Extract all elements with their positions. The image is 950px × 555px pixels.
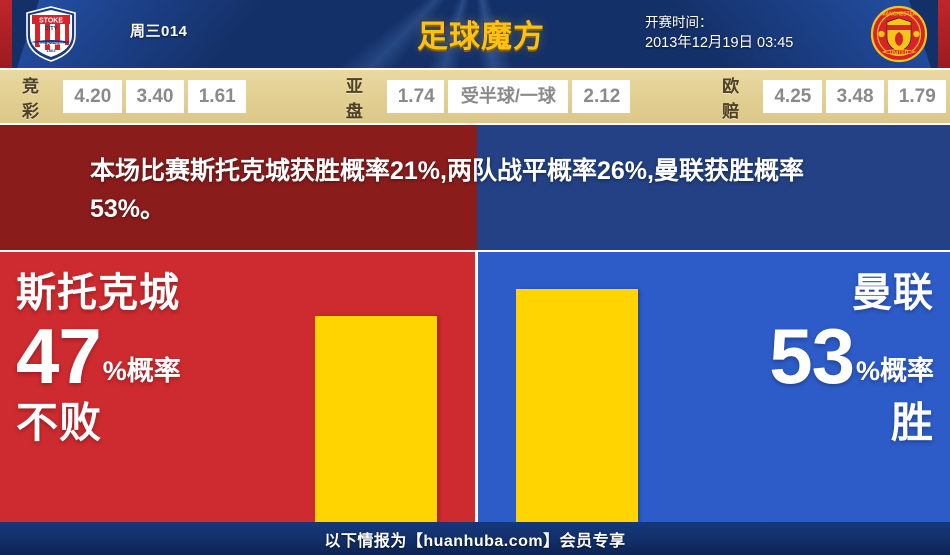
away-percent-row: 53 %概率: [644, 312, 934, 400]
odds-cell-yapan-home[interactable]: 1.74: [386, 80, 445, 113]
odds-group-jingcai: 竞彩 4.20 3.40 1.61: [22, 70, 250, 123]
home-percent-suffix: %概率: [102, 356, 181, 386]
odds-group-oupei: 欧赔 4.25 3.48 1.79: [722, 70, 950, 123]
banner-background-left: [0, 125, 477, 250]
kickoff-time: 开赛时间： 2013年12月19日 03:45: [645, 13, 793, 53]
bar-home: [315, 316, 437, 522]
summary-text: 本场比赛斯托克城获胜概率21%,两队战平概率26%,曼联获胜概率53%。: [90, 157, 804, 223]
home-team-name: 斯托克城: [16, 271, 180, 315]
svg-text:CITY: CITY: [45, 26, 58, 32]
probability-chart: 斯托克城 47 %概率 不败 曼联 53 %概率 胜: [0, 250, 950, 522]
header-edge-stripe-left: [0, 0, 12, 68]
kickoff-value: 2013年12月19日 03:45: [645, 35, 794, 51]
panel-divider: [475, 250, 478, 522]
svg-text:MANCHESTER: MANCHESTER: [881, 12, 917, 18]
site-logo: 足球魔方: [416, 18, 545, 55]
bar-away: [516, 289, 638, 522]
away-percent-suffix: %概率: [855, 356, 934, 386]
svg-text:1863: 1863: [47, 48, 57, 53]
home-team-badge-icon: STOKE CITY THE POTTERS 1863: [22, 5, 80, 63]
kickoff-label: 开赛时间：: [645, 15, 713, 30]
away-team-badge-icon: MANCHESTER UNITED: [870, 5, 928, 63]
odds-cell-jingcai-draw[interactable]: 3.40: [125, 80, 184, 113]
banner-background-right: [477, 125, 950, 250]
footer-notice: 以下情报为【huanhuba.com】会员专享: [324, 532, 626, 550]
footer-bar: 以下情报为【huanhuba.com】会员专享: [0, 522, 950, 555]
odds-cell-yapan-handicap[interactable]: 受半球/一球: [448, 80, 569, 113]
odds-cell-oupei-home[interactable]: 4.25: [763, 80, 822, 113]
match-number: 周三014: [130, 23, 188, 40]
odds-cell-yapan-away[interactable]: 2.12: [572, 80, 631, 113]
odds-bar: 竞彩 4.20 3.40 1.61 亚盘 1.74 受半球/一球 2.12 欧赔…: [0, 68, 950, 125]
home-stat-block: 斯托克城 47 %概率 不败: [16, 270, 286, 448]
odds-label-jingcai: 竞彩: [22, 76, 39, 121]
odds-label-yapan: 亚盘: [345, 76, 363, 121]
away-percent-value: 53: [769, 312, 855, 400]
odds-group-yapan: 亚盘 1.74 受半球/一球 2.12: [346, 70, 634, 123]
away-outcome-label: 胜: [890, 399, 934, 446]
header-bar: STOKE CITY THE POTTERS 1863 周三014 足球魔方 开…: [0, 0, 950, 68]
odds-cell-jingcai-home[interactable]: 4.20: [63, 80, 122, 113]
home-percent-row: 47 %概率: [16, 312, 286, 400]
header-edge-stripe-right: [938, 0, 950, 68]
odds-label-oupei: 欧赔: [722, 76, 740, 121]
svg-text:STOKE: STOKE: [39, 18, 63, 25]
odds-cell-oupei-draw[interactable]: 3.48: [825, 80, 884, 113]
home-outcome-label: 不败: [16, 399, 103, 446]
svg-text:THE POTTERS: THE POTTERS: [38, 42, 64, 46]
away-team-name: 曼联: [852, 271, 934, 315]
home-percent-value: 47: [16, 312, 102, 400]
odds-cell-jingcai-away[interactable]: 1.61: [187, 80, 246, 113]
away-stat-block: 曼联 53 %概率 胜: [644, 270, 934, 448]
summary-banner: 本场比赛斯托克城获胜概率21%,两队战平概率26%,曼联获胜概率53%。: [0, 125, 950, 250]
svg-text:UNITED: UNITED: [890, 51, 909, 57]
odds-cell-oupei-away[interactable]: 1.79: [887, 80, 946, 113]
